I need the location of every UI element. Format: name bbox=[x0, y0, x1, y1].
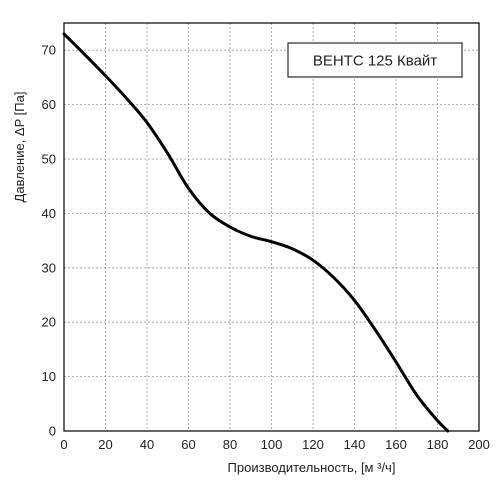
x-tick-label: 40 bbox=[140, 437, 154, 452]
legend-box bbox=[287, 42, 463, 78]
y-tick-label: 0 bbox=[49, 424, 56, 439]
x-tick-label: 100 bbox=[261, 437, 283, 452]
x-tick-label: 80 bbox=[223, 437, 237, 452]
x-tick-label: 180 bbox=[427, 437, 449, 452]
plot-frame bbox=[63, 22, 480, 432]
x-axis-ticks: 0 20 40 60 80 100 120 140 160 180 200 bbox=[60, 437, 489, 452]
y-tick-label: 10 bbox=[42, 369, 56, 384]
x-axis-label: Производительность, [м ³/ч] bbox=[228, 460, 396, 475]
legend-label: ВЕНТС 125 Квайт bbox=[313, 53, 437, 70]
y-tick-label: 60 bbox=[42, 97, 56, 112]
x-tick-label: 60 bbox=[181, 437, 195, 452]
x-tick-label: 20 bbox=[98, 437, 112, 452]
series-line bbox=[62, 32, 450, 433]
y-tick-label: 50 bbox=[42, 152, 56, 167]
x-tick-label: 0 bbox=[60, 437, 67, 452]
y-tick-label: 30 bbox=[42, 260, 56, 275]
x-tick-label: 120 bbox=[302, 437, 324, 452]
legend: ВЕНТС 125 Квайт bbox=[287, 42, 463, 78]
x-tick-label: 160 bbox=[385, 437, 407, 452]
x-tick-label: 200 bbox=[468, 437, 490, 452]
y-tick-label: 40 bbox=[42, 206, 56, 221]
x-tick-label: 140 bbox=[344, 437, 366, 452]
y-tick-label: 70 bbox=[42, 43, 56, 58]
y-axis-label: Давление, ΔP [Па] bbox=[12, 92, 27, 203]
grid bbox=[63, 23, 480, 432]
y-axis-ticks: 0 10 20 30 40 50 60 70 bbox=[42, 43, 56, 439]
y-tick-label: 20 bbox=[42, 315, 56, 330]
